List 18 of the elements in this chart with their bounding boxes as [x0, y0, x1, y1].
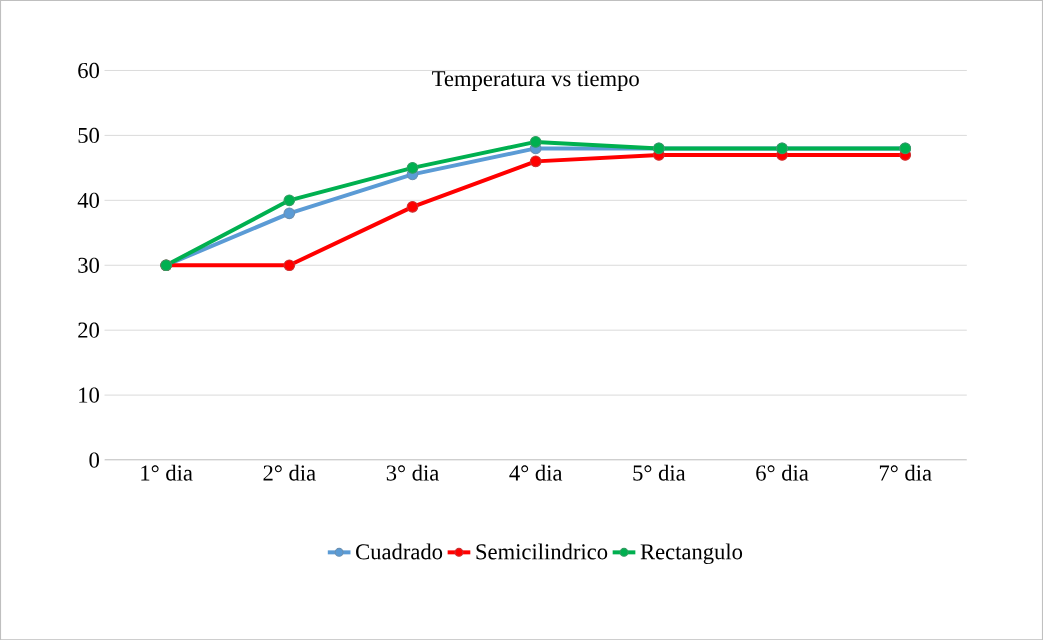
x-tick-label: 5° dia: [633, 464, 686, 481]
y-tick-label: 60: [78, 62, 99, 79]
legend-label: Semicilindrico: [476, 543, 608, 560]
x-tick-label: 3° dia: [386, 464, 439, 481]
x-tick-label: 7° dia: [879, 464, 932, 481]
y-tick-label: 40: [77, 192, 99, 208]
chart-title: Temperatura vs tiempo: [432, 71, 639, 91]
legend-label: Rectangulo: [640, 543, 743, 564]
x-tick-label: 6° dia: [756, 464, 809, 481]
x-tick-label: 2° dia: [263, 464, 316, 481]
legend-label: Cuadrado: [356, 543, 443, 560]
x-tick-label: 1° dia: [141, 464, 193, 481]
y-tick-label: 10: [79, 387, 99, 403]
y-tick-label: 0: [89, 452, 99, 468]
y-tick-label: 30: [78, 257, 99, 273]
y-tick-label: 50: [78, 127, 99, 143]
y-tick-label: 20: [78, 322, 99, 338]
x-tick-label: 4° dia: [509, 464, 563, 481]
